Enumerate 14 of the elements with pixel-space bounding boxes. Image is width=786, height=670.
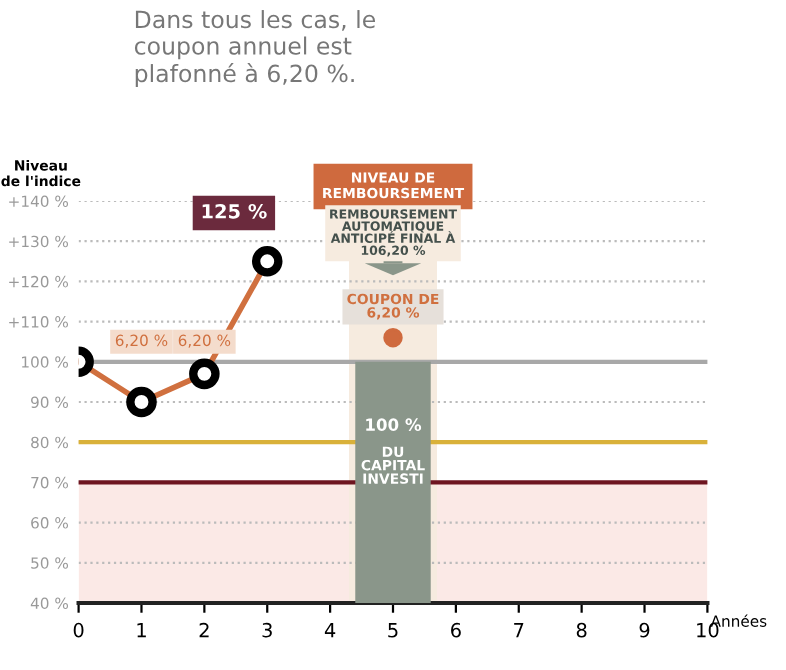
x-tick-label: 10 (697, 622, 719, 638)
annotation: 125 % (202, 203, 267, 219)
x-tick-label: 0 (73, 622, 84, 638)
x-tick-label: 8 (576, 622, 587, 638)
x-tick-label: 4 (324, 623, 336, 638)
data-label: 100 % (366, 418, 422, 431)
x-tick-label: 7 (514, 623, 524, 638)
x-tick-label: 9 (639, 622, 650, 638)
x-tick-label: 5 (388, 623, 398, 638)
x-tick-label: 2 (199, 622, 209, 638)
x-tick-label: 1 (137, 623, 146, 638)
x-tick-label: 6 (451, 622, 461, 638)
chart-title: Dans tous les cas, le coupon annuel est plafonné à 6,20 %. (134, 10, 375, 87)
x-tick-label: 3 (262, 622, 272, 638)
